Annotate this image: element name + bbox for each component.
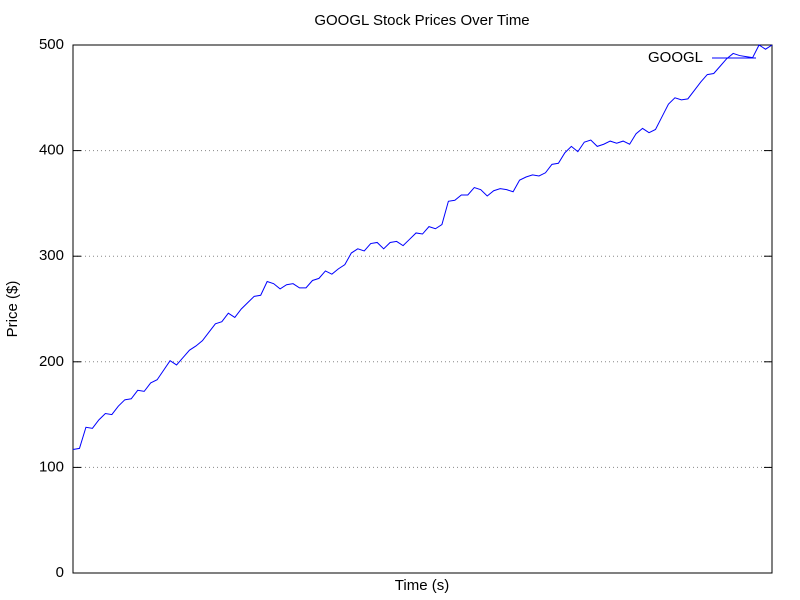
plot-frame: [72, 44, 773, 574]
y-tick-label: 300: [39, 247, 64, 264]
legend-label: GOOGL: [648, 49, 703, 66]
y-tick-label: 200: [39, 353, 64, 370]
y-axis-label: Price ($): [4, 281, 21, 338]
data-line: [72, 44, 773, 450]
y-tick-label: 400: [39, 142, 64, 159]
chart-title: GOOGL Stock Prices Over Time: [314, 12, 529, 29]
x-axis-label: Time (s): [395, 577, 449, 594]
y-tick-label: 500: [39, 36, 64, 53]
y-tick-label: 100: [39, 458, 64, 475]
y-tick-label: 0: [56, 564, 64, 581]
